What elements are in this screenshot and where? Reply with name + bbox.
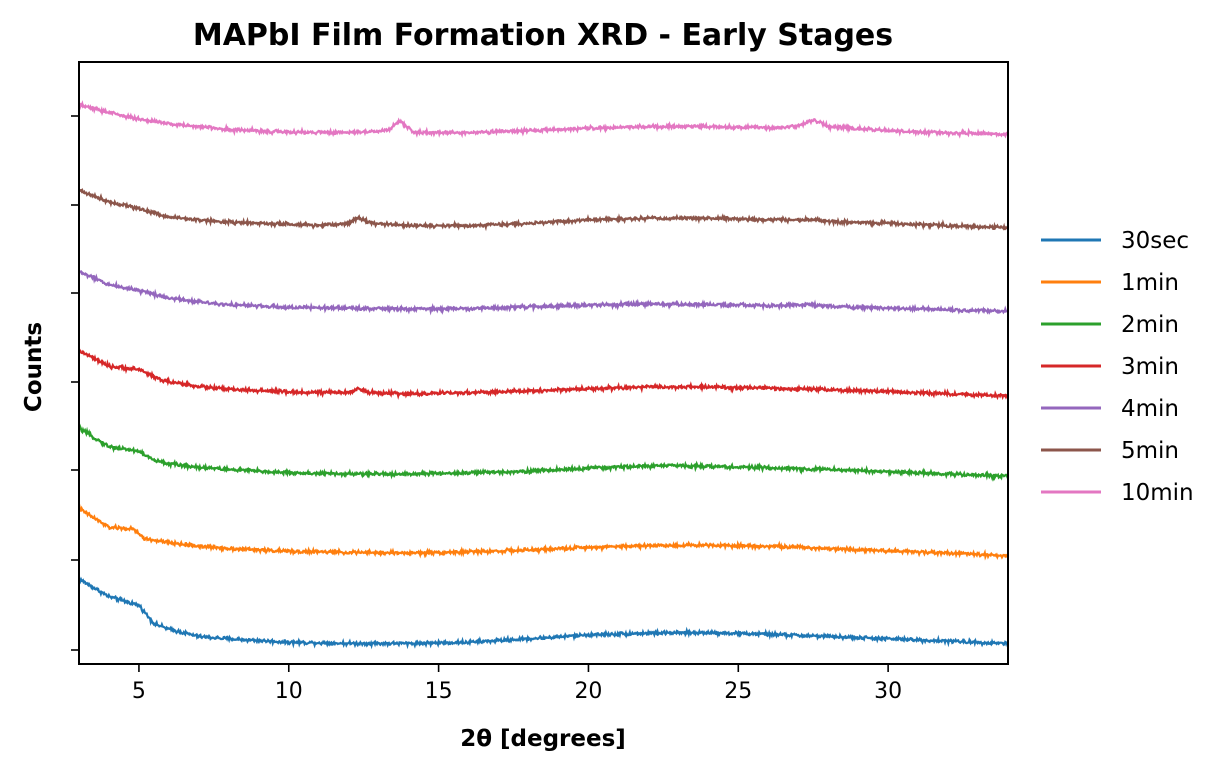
- legend: 30sec 1min 2min 3min 4min 5min 10min: [1041, 228, 1194, 506]
- series-line-4min: [78, 270, 1009, 316]
- series-line-1min: [77, 503, 1009, 561]
- series-line-30sec: [78, 576, 1010, 650]
- legend-label-2min: 2min: [1121, 312, 1179, 338]
- legend-label-3min: 3min: [1121, 354, 1179, 380]
- legend-label-5min: 5min: [1121, 438, 1179, 464]
- legend-label-4min: 4min: [1121, 396, 1179, 422]
- series-line-2min: [77, 423, 1010, 482]
- x-tick-label: 25: [724, 679, 752, 704]
- x-axis-ticks: 5 10 15 20 25 30: [132, 664, 902, 704]
- series-line-10min: [78, 100, 1009, 139]
- x-axis-label: 2θ [degrees]: [460, 726, 626, 752]
- y-axis-ticks: [71, 115, 79, 651]
- legend-label-1min: 1min: [1121, 270, 1179, 296]
- series-line-3min: [78, 348, 1009, 401]
- x-tick-label: 10: [275, 679, 303, 704]
- x-tick-label: 20: [574, 679, 602, 704]
- x-tick-label: 30: [874, 679, 902, 704]
- plot-lines: [77, 100, 1010, 650]
- legend-label-30sec: 30sec: [1121, 228, 1189, 254]
- x-tick-label: 15: [425, 679, 453, 704]
- y-axis-label: Counts: [21, 322, 47, 412]
- chart-title: MAPbI Film Formation XRD - Early Stages: [193, 18, 893, 53]
- legend-label-10min: 10min: [1121, 480, 1194, 506]
- plot-frame: [78, 61, 1009, 665]
- series-line-5min: [78, 187, 1009, 232]
- x-tick-label: 5: [132, 679, 146, 704]
